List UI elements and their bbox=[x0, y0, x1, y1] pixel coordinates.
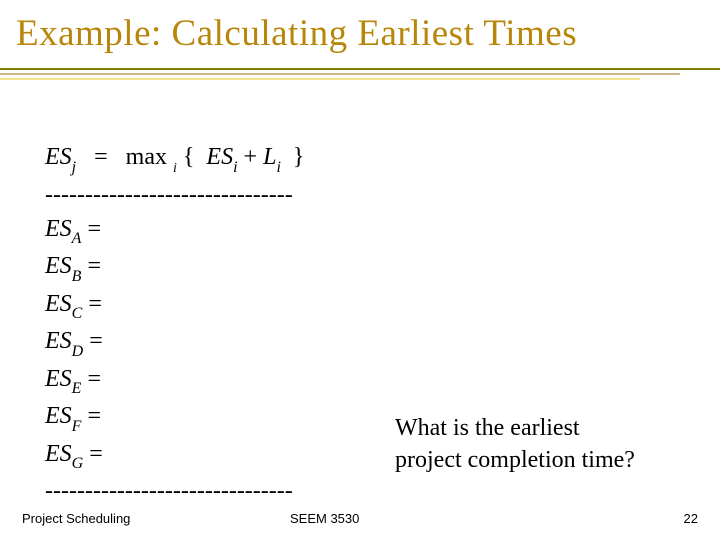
formula-t2-var: L bbox=[263, 144, 276, 170]
es-var: ES bbox=[45, 328, 72, 354]
formula-t1-sub: i bbox=[233, 159, 237, 176]
es-var: ES bbox=[45, 403, 72, 429]
es-eq: = bbox=[89, 441, 103, 467]
formula-max-sub: i bbox=[173, 161, 177, 176]
es-eq: = bbox=[87, 366, 101, 392]
es-sub: A bbox=[72, 230, 82, 247]
formula-block: ESj = max i { ESi + Li } ---------------… bbox=[45, 140, 304, 508]
footer-center: SEEM 3530 bbox=[290, 511, 359, 526]
es-sub: D bbox=[72, 343, 84, 360]
formula-row: ESj = max i { ESi + Li } bbox=[45, 140, 304, 178]
formula-t1-var: ES bbox=[206, 144, 233, 170]
title-underline bbox=[0, 68, 720, 83]
dash-line-bottom: ------------------------------- bbox=[45, 474, 304, 508]
question-line-1: What is the earliest bbox=[395, 412, 635, 444]
formula-open: { bbox=[183, 144, 195, 170]
es-sub: G bbox=[72, 455, 84, 472]
slide-title: Example: Calculating Earliest Times bbox=[16, 12, 577, 55]
formula-lhs-sub: j bbox=[72, 159, 76, 176]
formula-max: max bbox=[126, 144, 167, 170]
formula-eq: = bbox=[94, 144, 108, 170]
underline-1 bbox=[0, 68, 720, 70]
es-row-G: ESG = bbox=[45, 437, 304, 475]
es-eq: = bbox=[87, 403, 101, 429]
es-var: ES bbox=[45, 253, 72, 279]
es-var: ES bbox=[45, 291, 72, 317]
es-sub: E bbox=[72, 380, 82, 397]
es-sub: B bbox=[72, 268, 82, 285]
footer-page-number: 22 bbox=[684, 511, 698, 526]
underline-3 bbox=[0, 78, 640, 80]
es-eq: = bbox=[87, 216, 101, 242]
formula-t2-sub: i bbox=[276, 159, 280, 176]
es-row-E: ESE = bbox=[45, 362, 304, 400]
es-row-F: ESF = bbox=[45, 399, 304, 437]
es-row-C: ESC = bbox=[45, 287, 304, 325]
es-var: ES bbox=[45, 366, 72, 392]
dash-line-top: ------------------------------- bbox=[45, 178, 304, 212]
es-row-D: ESD = bbox=[45, 324, 304, 362]
es-eq: = bbox=[88, 291, 102, 317]
es-row-A: ESA = bbox=[45, 212, 304, 250]
es-var: ES bbox=[45, 216, 72, 242]
es-row-B: ESB = bbox=[45, 249, 304, 287]
es-sub: C bbox=[72, 305, 83, 322]
es-eq: = bbox=[89, 328, 103, 354]
footer-left: Project Scheduling bbox=[22, 511, 130, 526]
es-var: ES bbox=[45, 441, 72, 467]
question-text: What is the earliest project completion … bbox=[395, 412, 635, 477]
underline-2 bbox=[0, 73, 680, 75]
es-sub: F bbox=[72, 418, 82, 435]
formula-plus: + bbox=[244, 144, 258, 170]
es-eq: = bbox=[87, 253, 101, 279]
question-line-2: project completion time? bbox=[395, 444, 635, 476]
formula-lhs-var: ES bbox=[45, 144, 72, 170]
formula-close: } bbox=[293, 144, 305, 170]
